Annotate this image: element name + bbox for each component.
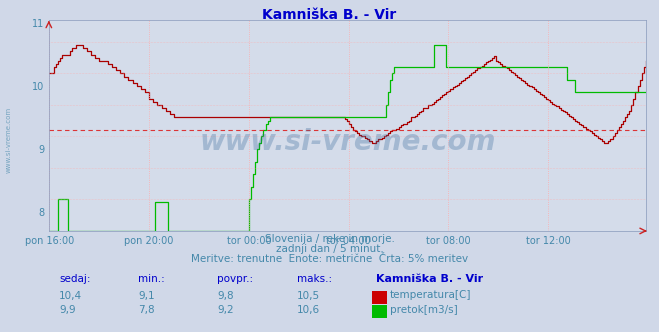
Text: zadnji dan / 5 minut.: zadnji dan / 5 minut.: [275, 244, 384, 254]
Text: 9,8: 9,8: [217, 290, 234, 300]
Text: 9,1: 9,1: [138, 290, 155, 300]
Text: 10,4: 10,4: [59, 290, 82, 300]
Text: min.:: min.:: [138, 274, 165, 284]
Text: povpr.:: povpr.:: [217, 274, 254, 284]
Text: 10,5: 10,5: [297, 290, 320, 300]
Text: maks.:: maks.:: [297, 274, 331, 284]
Text: Slovenija / reke in morje.: Slovenija / reke in morje.: [264, 234, 395, 244]
Text: pretok[m3/s]: pretok[m3/s]: [390, 305, 458, 315]
Text: Kamniška B. - Vir: Kamniška B. - Vir: [262, 8, 397, 22]
Text: 10,6: 10,6: [297, 305, 320, 315]
Text: sedaj:: sedaj:: [59, 274, 91, 284]
Text: Kamniška B. - Vir: Kamniška B. - Vir: [376, 274, 483, 284]
Text: temperatura[C]: temperatura[C]: [390, 290, 472, 300]
Text: www.si-vreme.com: www.si-vreme.com: [200, 128, 496, 156]
Text: www.si-vreme.com: www.si-vreme.com: [5, 106, 11, 173]
Text: 9,9: 9,9: [59, 305, 76, 315]
Text: Meritve: trenutne  Enote: metrične  Črta: 5% meritev: Meritve: trenutne Enote: metrične Črta: …: [191, 254, 468, 264]
Text: 9,2: 9,2: [217, 305, 234, 315]
Text: 7,8: 7,8: [138, 305, 155, 315]
